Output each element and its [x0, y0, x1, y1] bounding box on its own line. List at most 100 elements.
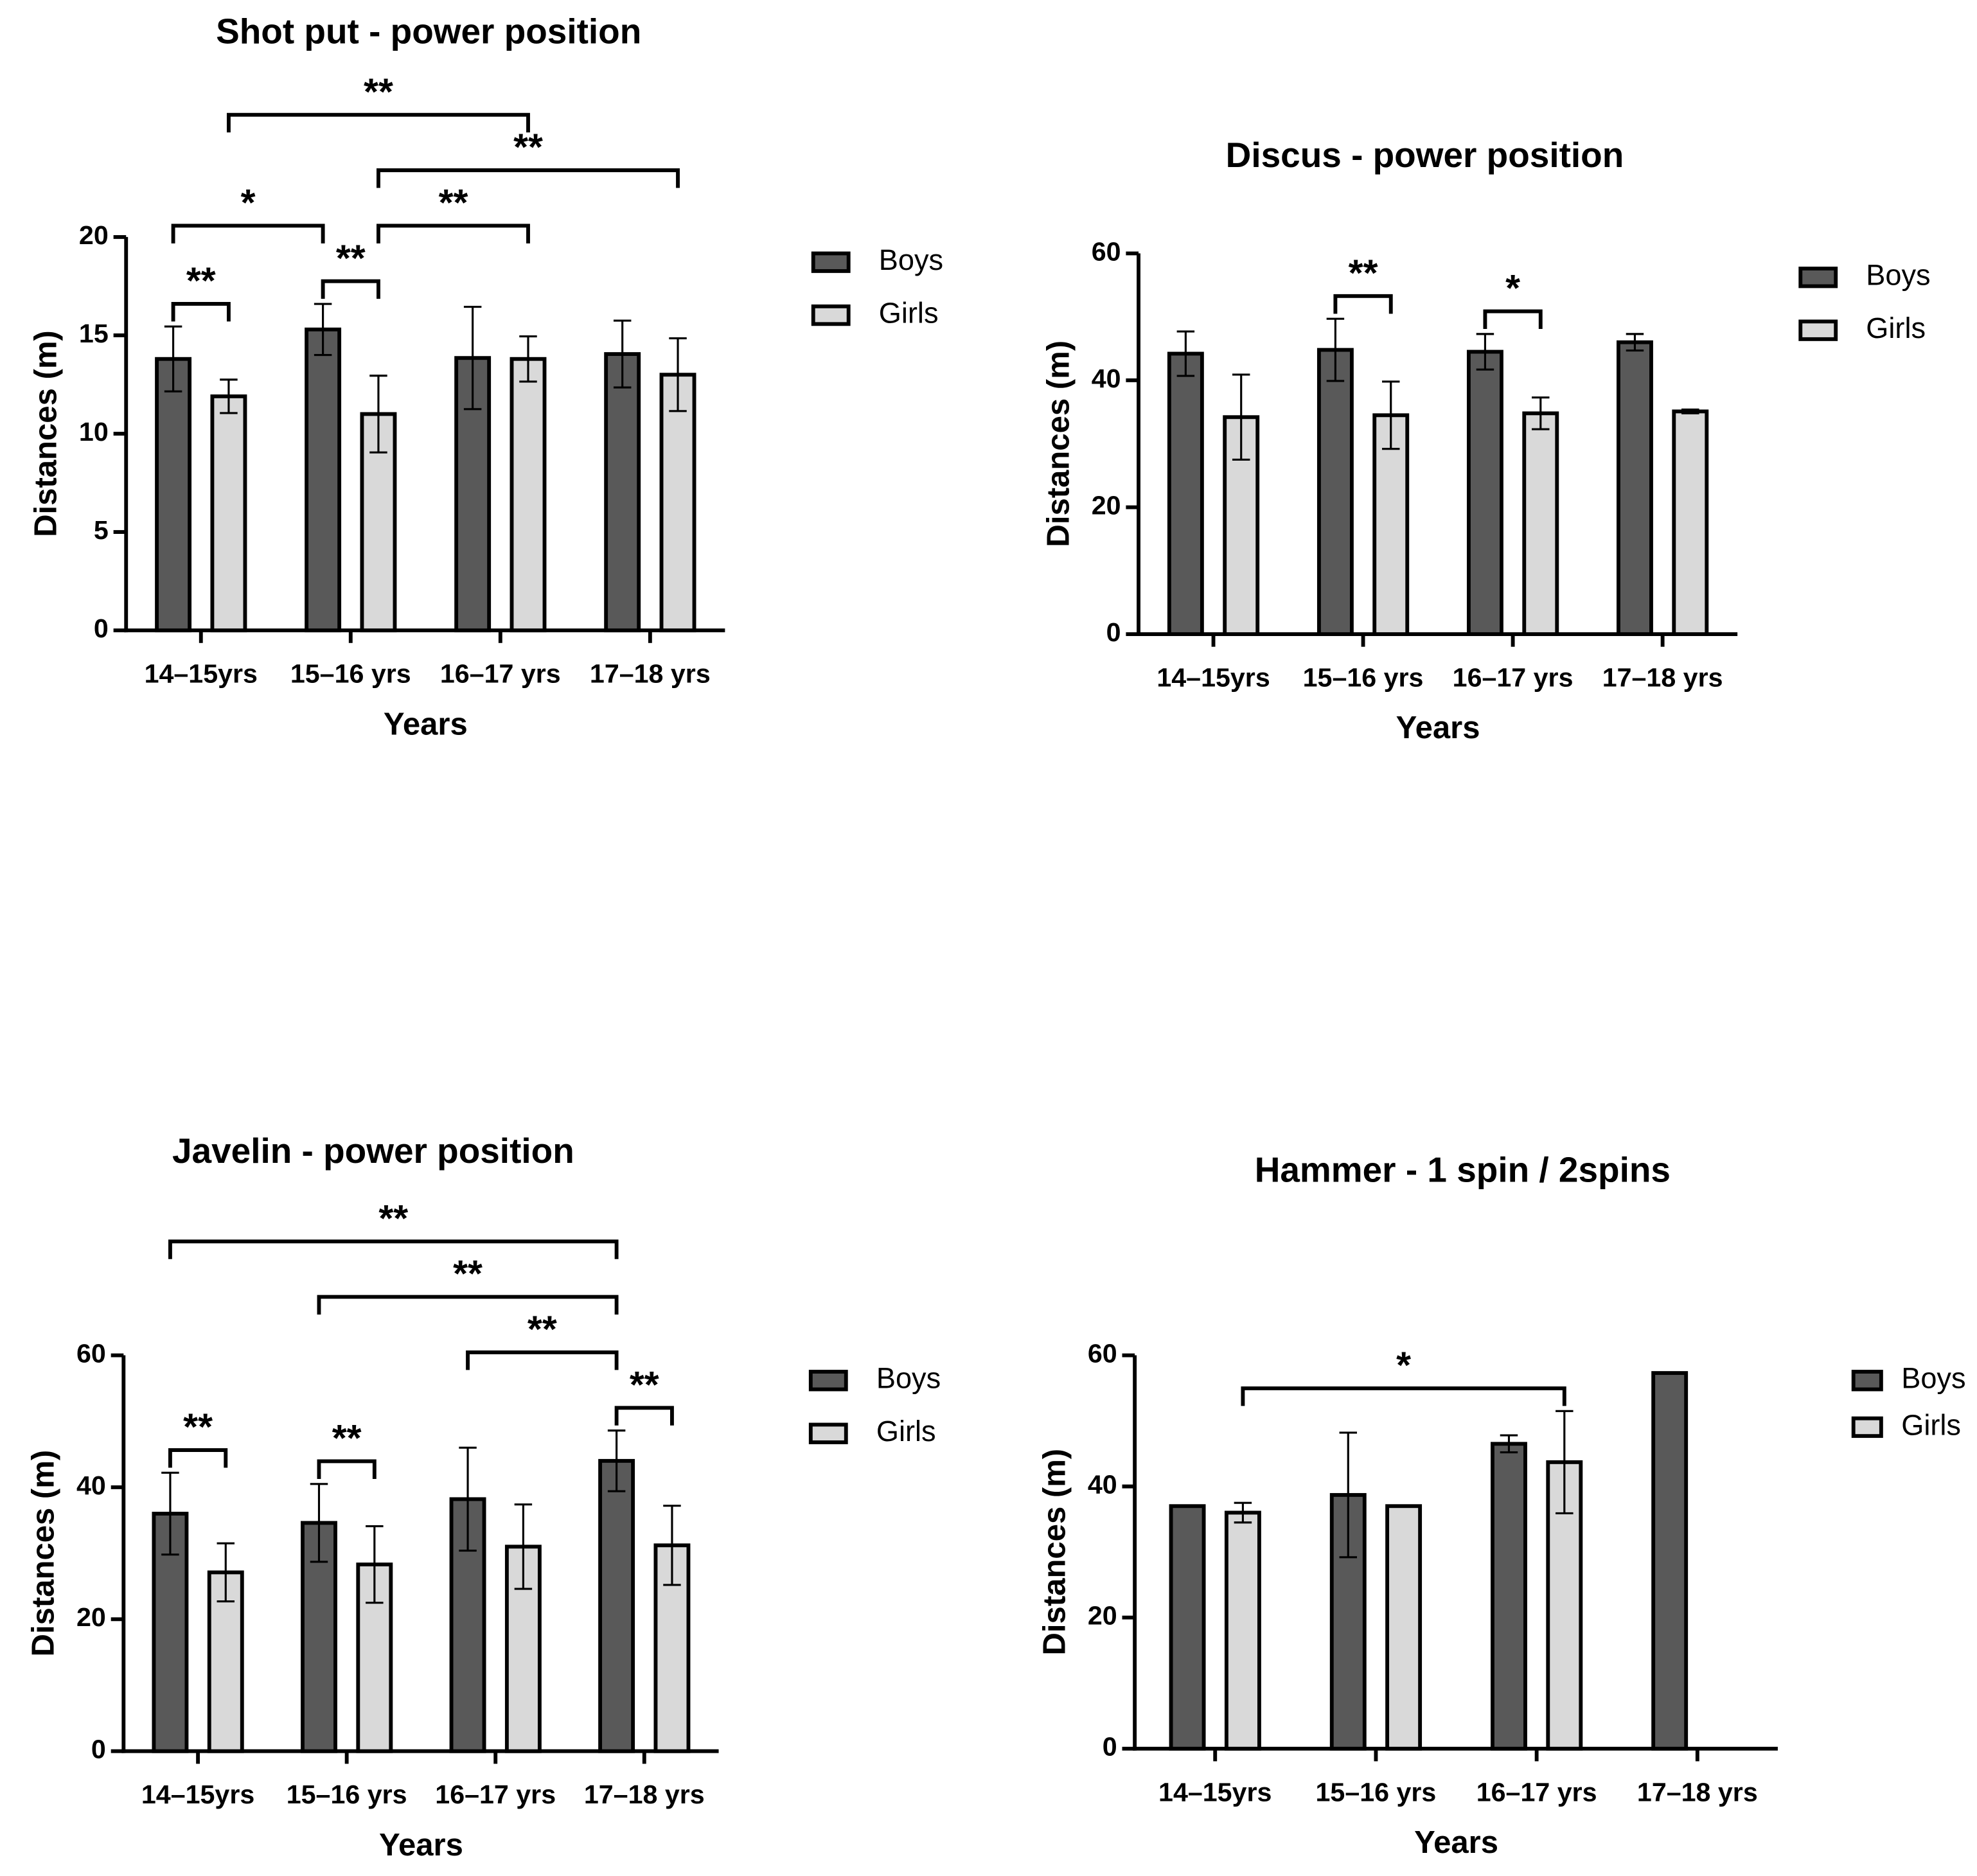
error-bar — [613, 319, 632, 389]
significance-bracket — [377, 224, 530, 243]
significance-label: ** — [364, 71, 393, 113]
significance-bracket — [377, 168, 680, 188]
error-bar — [1500, 1434, 1518, 1454]
legend-label: Girls — [876, 1415, 936, 1447]
y-tick-label: 60 — [1092, 236, 1121, 266]
error-bar — [463, 306, 482, 411]
significance-bracket — [466, 1350, 619, 1370]
y-tick-label: 0 — [91, 1735, 106, 1764]
legend-swatch — [811, 304, 851, 326]
error-bar — [607, 1429, 626, 1492]
significance-label: * — [1396, 1345, 1411, 1386]
significance-label: ** — [378, 1198, 408, 1239]
legend-label: Boys — [1866, 259, 1930, 292]
chart-title: Discus - power position — [1226, 135, 1624, 175]
chart-title: Javelin - power position — [172, 1131, 574, 1171]
bar — [305, 327, 342, 633]
significance-bracket — [317, 1295, 619, 1315]
bar — [604, 352, 641, 633]
bar — [155, 357, 192, 633]
significance-label: * — [1505, 268, 1520, 310]
y-tick-label: 0 — [1103, 1732, 1117, 1762]
bar — [1169, 1504, 1206, 1751]
y-tick-label: 0 — [1106, 617, 1121, 647]
significance-label: ** — [453, 1253, 483, 1295]
legend-label: Boys — [879, 243, 943, 276]
bar — [659, 373, 696, 633]
significance-bracket — [171, 224, 325, 243]
significance-label: ** — [630, 1364, 659, 1406]
legend-swatch — [1798, 319, 1838, 341]
x-tick-label: 17–18 yrs — [590, 659, 711, 689]
y-tick-label: 0 — [94, 614, 109, 643]
significance-label: ** — [513, 127, 543, 168]
error-bar — [459, 1446, 477, 1552]
x-tick-label: 14–15yrs — [1157, 663, 1270, 693]
x-axis-title: Years — [384, 707, 468, 741]
error-bar — [1176, 330, 1195, 377]
x-axis-title: Years — [1414, 1825, 1498, 1860]
legend-swatch — [1798, 267, 1838, 288]
significance-label: ** — [1349, 252, 1378, 294]
significance-label: * — [241, 182, 256, 224]
error-bar — [1532, 396, 1550, 430]
y-tick-label: 40 — [1088, 1470, 1117, 1500]
significance-bracket — [168, 1448, 228, 1468]
legend-label: Girls — [1866, 312, 1926, 344]
legend-swatch — [1851, 1370, 1883, 1392]
y-tick-label: 20 — [79, 220, 109, 250]
significance-bracket — [171, 301, 231, 322]
significance-label: ** — [439, 182, 468, 224]
error-bar — [1626, 333, 1644, 352]
bar — [1522, 411, 1559, 637]
y-axis-title: Distances (m) — [1037, 1449, 1072, 1656]
significance-bracket — [1483, 309, 1543, 330]
bar — [1491, 1442, 1527, 1751]
error-bar — [164, 325, 182, 393]
x-tick-label: 16–17 yrs — [440, 659, 561, 689]
legend-label: Girls — [1901, 1408, 1961, 1441]
x-tick-label: 16–17 yrs — [1476, 1777, 1597, 1807]
chart-panel: Hammer - 1 spin / 2spins 0 20 40 60 14–15yrs 1… — [1037, 1150, 1965, 1860]
error-bar — [310, 1483, 328, 1563]
error-bar — [1326, 317, 1345, 382]
significance-bracket — [321, 279, 380, 299]
chart-panel: Discus - power position 0 20 40 60 14–15yrs 15… — [1041, 135, 1930, 745]
chart-panel: Javelin - power position 0 20 40 60 14–15yrs 1… — [26, 1131, 941, 1863]
significance-bracket — [1333, 294, 1393, 314]
error-bar — [669, 337, 687, 412]
y-tick-label: 20 — [1092, 490, 1121, 520]
bar — [1317, 348, 1354, 637]
legend-swatch — [811, 251, 851, 273]
x-tick-label: 15–16 yrs — [1303, 663, 1424, 693]
error-bar — [514, 1503, 533, 1590]
error-bar — [1681, 408, 1699, 414]
legend-swatch — [1851, 1416, 1883, 1438]
chart-title: Hammer - 1 spin / 2spins — [1255, 1150, 1671, 1190]
significance-bracket — [1241, 1386, 1566, 1406]
error-bar — [1476, 333, 1494, 371]
x-tick-label: 14–15yrs — [1158, 1777, 1272, 1807]
significance-bracket — [614, 1406, 674, 1426]
x-axis-title: Years — [379, 1828, 463, 1863]
x-tick-label: 17–18 yrs — [584, 1780, 705, 1809]
x-tick-label: 15–16 yrs — [1316, 1777, 1437, 1807]
error-bar — [366, 1525, 384, 1604]
x-tick-label: 17–18 yrs — [1637, 1777, 1758, 1807]
x-tick-label: 16–17 yrs — [1453, 663, 1574, 693]
y-tick-label: 40 — [1092, 364, 1121, 393]
error-bar — [1382, 380, 1400, 450]
x-axis-title: Years — [1396, 711, 1480, 745]
y-tick-label: 60 — [1088, 1338, 1117, 1368]
chart-title: Shot put - power position — [216, 11, 641, 51]
y-axis-title: Distances (m) — [1041, 341, 1076, 547]
significance-bracket — [317, 1459, 377, 1479]
x-tick-label: 14–15yrs — [145, 659, 258, 689]
significance-label: ** — [186, 260, 216, 302]
y-tick-label: 20 — [76, 1602, 106, 1632]
error-bar — [1232, 373, 1250, 461]
significance-label: ** — [527, 1309, 557, 1350]
legend-swatch — [808, 1370, 848, 1392]
legend-label: Girls — [879, 297, 939, 330]
